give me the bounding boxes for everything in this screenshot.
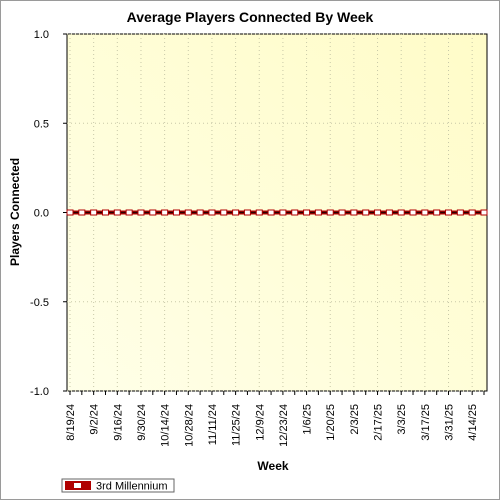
legend: 3rd Millennium [61, 478, 175, 493]
data-point [421, 209, 429, 216]
x-tick-label: 9/2/24 [89, 404, 101, 435]
data-point [303, 209, 311, 216]
x-tick-label: 3/31/25 [444, 404, 456, 441]
data-point [196, 209, 204, 216]
data-point [161, 209, 169, 216]
data-point [385, 209, 393, 216]
y-tick-label: 1.0 [34, 29, 49, 41]
legend-label: 3rd Millennium [96, 481, 168, 493]
x-tick-label: 10/28/24 [183, 404, 195, 447]
chart-title: Average Players Connected By Week [127, 9, 374, 25]
x-tick-label: 12/23/24 [278, 404, 290, 447]
x-tick-label: 3/17/25 [420, 404, 432, 441]
x-tick-label: 1/6/25 [302, 404, 314, 435]
data-point [66, 209, 74, 216]
data-point [350, 209, 358, 216]
data-point [267, 209, 275, 216]
data-point [397, 209, 405, 216]
data-point [125, 209, 133, 216]
y-axis: 1.0 0.5 0.0 -0.5 -1.0 [30, 29, 67, 398]
x-axis: 8/19/24 9/2/24 9/16/24 9/30/24 10/14/24 10/28… [65, 391, 485, 447]
data-point [433, 209, 441, 216]
data-point [468, 209, 476, 216]
data-point [101, 209, 109, 216]
data-point [232, 209, 240, 216]
data-point [326, 209, 334, 216]
data-point [172, 209, 180, 216]
y-tick-label: -1.0 [30, 386, 49, 398]
data-point [208, 209, 216, 216]
data-point [338, 209, 346, 216]
data-point [113, 209, 121, 216]
x-tick-label: 10/14/24 [160, 404, 172, 447]
legend-marker [74, 483, 81, 488]
x-tick-label: 3/3/25 [396, 404, 408, 435]
x-tick-label: 2/3/25 [349, 404, 361, 435]
data-point [456, 209, 464, 216]
x-tick-label: 9/30/24 [136, 404, 148, 441]
x-tick-label: 11/11/24 [207, 404, 219, 445]
data-point [137, 209, 145, 216]
data-point [445, 209, 453, 216]
data-point [291, 209, 299, 216]
y-tick-label: -0.5 [30, 297, 49, 309]
data-point [255, 209, 263, 216]
data-point [362, 209, 370, 216]
y-tick-label: 0.5 [34, 118, 49, 130]
data-point [374, 209, 382, 216]
x-tick-label: 11/25/24 [231, 404, 243, 446]
y-axis-title: Players Connected [8, 158, 22, 266]
x-tick-label: 1/20/25 [325, 404, 337, 441]
data-point [243, 209, 251, 216]
x-tick-label: 8/19/24 [65, 404, 77, 441]
x-tick-label: 2/17/25 [373, 404, 385, 441]
data-point [149, 209, 157, 216]
data-point [314, 209, 322, 216]
data-point [90, 209, 98, 216]
x-axis-title: Week [257, 459, 288, 473]
x-tick-label: 4/14/25 [467, 404, 479, 441]
series-layer [66, 209, 488, 216]
data-point [78, 209, 86, 216]
data-point [480, 209, 488, 216]
x-tick-label: 9/16/24 [112, 404, 124, 441]
x-tick-label: 12/9/24 [254, 404, 266, 441]
data-point [279, 209, 287, 216]
y-tick-label: 0.0 [34, 208, 49, 220]
data-point [220, 209, 228, 216]
data-point [409, 209, 417, 216]
data-point [184, 209, 192, 216]
